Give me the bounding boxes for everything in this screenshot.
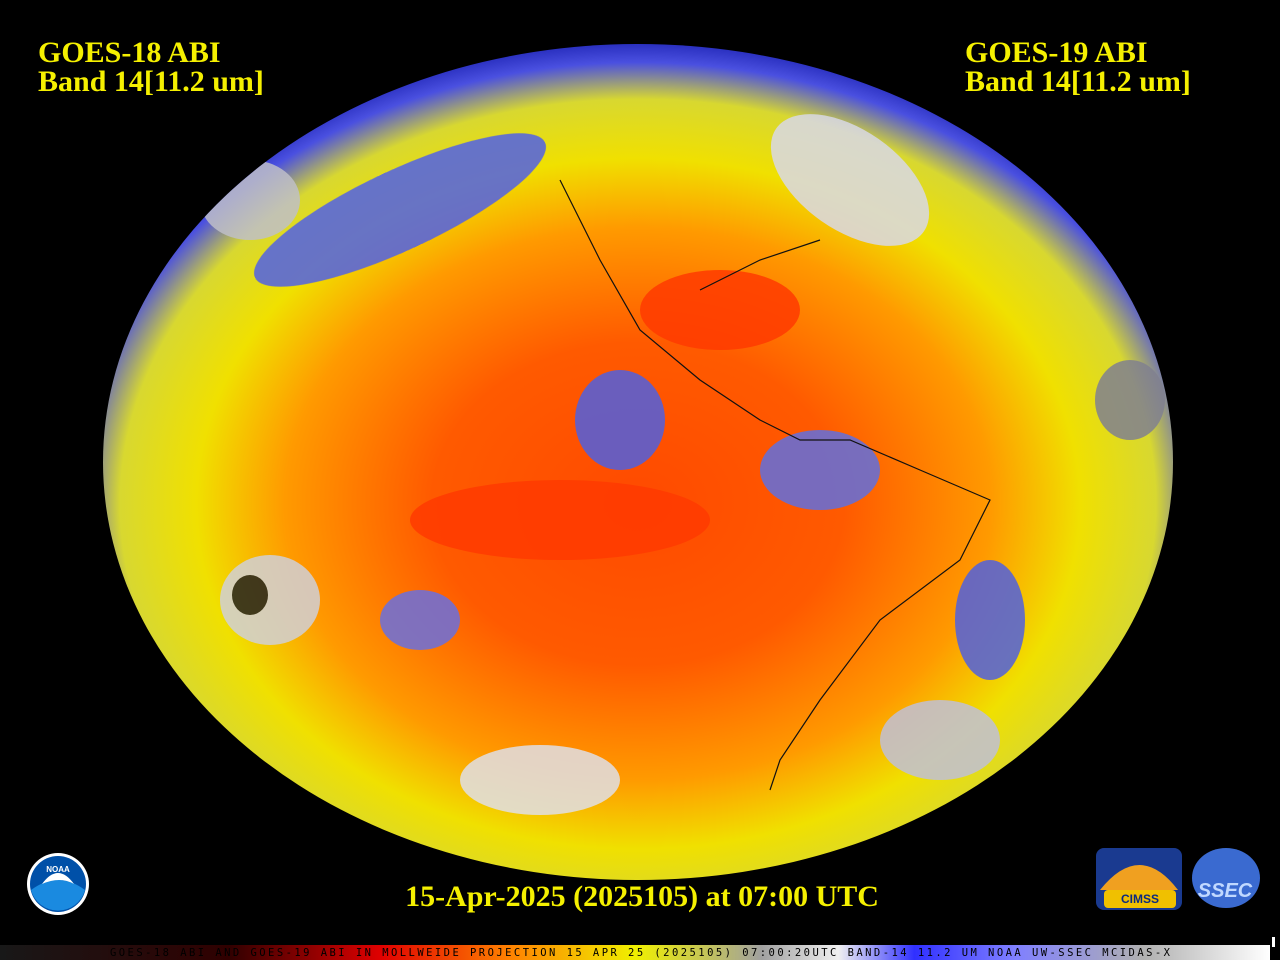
- right-satellite: GOES-19 ABI: [965, 36, 1148, 69]
- noaa-label: NOAA: [46, 865, 70, 874]
- cimss-label: CIMSS: [1121, 892, 1159, 906]
- ssec-logo: SSEC: [1192, 848, 1260, 908]
- right-band: Band 14[11.2 um]: [965, 65, 1191, 98]
- noaa-logo: NOAA: [27, 853, 89, 915]
- footer: GOES-18 ABI AND GOES-19 ABI IN MOLLWEIDE…: [110, 947, 1171, 959]
- cloud-pattern: [200, 114, 1165, 815]
- left-satellite: GOES-18 ABI: [38, 36, 221, 69]
- left-band: Band 14[11.2 um]: [38, 65, 264, 98]
- cimss-logo: CIMSS: [1096, 848, 1182, 910]
- ssec-label: SSEC: [1198, 880, 1253, 902]
- corner-tick: [1272, 937, 1275, 947]
- coastlines: [559, 179, 991, 791]
- timestamp: 15-Apr-2025 (2025105) at 07:00 UTC: [405, 880, 879, 913]
- color-bar: [0, 945, 1270, 960]
